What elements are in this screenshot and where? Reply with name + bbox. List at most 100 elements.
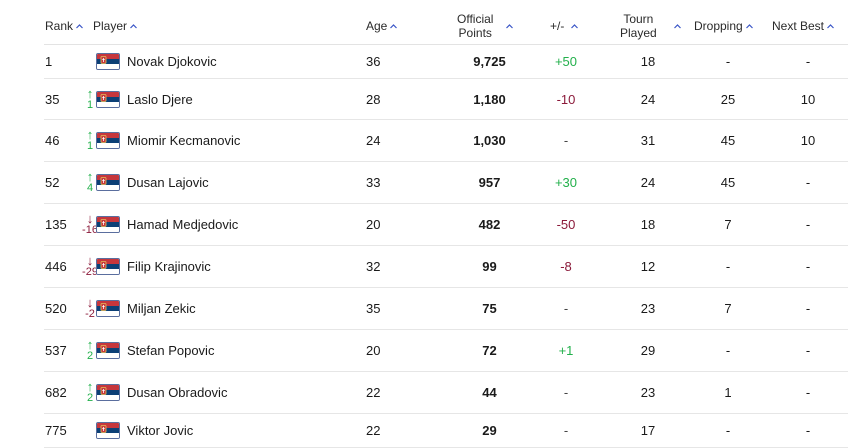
official-points-value: 72 bbox=[482, 343, 497, 358]
next-best-value: - bbox=[805, 343, 811, 358]
arrow-down-icon: ↓ bbox=[86, 253, 94, 268]
table-row[interactable]: 520 ↓ -2 Miljan Zekic 35 75 - 23 7 - bbox=[44, 288, 848, 330]
sort-rank-header[interactable]: Rank bbox=[45, 19, 83, 33]
plus-minus-value: - bbox=[563, 133, 569, 148]
rank-value: 52 bbox=[45, 175, 60, 190]
player-name-link[interactable]: Miomir Kecmanovic bbox=[127, 133, 241, 148]
player-name-link[interactable]: Viktor Jovic bbox=[127, 423, 194, 438]
rank-movement: ↓ -2 bbox=[80, 288, 100, 329]
next-best-value: - bbox=[805, 175, 811, 190]
age-value: 20 bbox=[366, 343, 381, 358]
chevron-up-icon bbox=[673, 23, 681, 30]
tournaments-played-value: 31 bbox=[640, 133, 656, 148]
official-points-value: 1,180 bbox=[473, 91, 506, 107]
player-name-link[interactable]: Hamad Medjedovic bbox=[127, 217, 239, 232]
official-points-value: 75 bbox=[482, 301, 497, 316]
next-best-value: 10 bbox=[800, 133, 816, 148]
chevron-up-icon bbox=[827, 23, 834, 30]
rank-movement: ↑ 1 bbox=[80, 120, 100, 161]
player-name-link[interactable]: Filip Krajinovic bbox=[127, 259, 211, 274]
serbia-flag-icon bbox=[96, 300, 120, 317]
arrow-down-icon: ↓ bbox=[86, 211, 94, 226]
player-name-link[interactable]: Miljan Zekic bbox=[127, 301, 196, 316]
official-points-value: 44 bbox=[482, 385, 497, 400]
tournaments-played-value: 29 bbox=[640, 343, 656, 358]
official-points-value: 9,725 bbox=[473, 54, 506, 69]
table-row[interactable]: 52 ↑ 4 Dusan Lajovic 33 957 +30 24 45 - bbox=[44, 162, 848, 204]
tournaments-played-value: 12 bbox=[640, 259, 656, 274]
table-row[interactable]: 537 ↑ 2 Stefan Popovic 20 72 +1 29 - - bbox=[44, 330, 848, 372]
player-header-label: Player bbox=[93, 19, 128, 33]
player-name-link[interactable]: Laslo Djere bbox=[127, 91, 193, 107]
rank-movement-value: 2 bbox=[86, 392, 94, 404]
sort-dropping-header[interactable]: Dropping bbox=[694, 19, 753, 33]
serbia-flag-icon bbox=[96, 132, 120, 149]
points-header-line1: Official bbox=[457, 12, 494, 26]
official-points-value: 1,030 bbox=[473, 133, 506, 148]
next-best-value: - bbox=[805, 217, 811, 232]
rank-value: 46 bbox=[45, 133, 60, 148]
rank-movement: ↓ -29 bbox=[80, 246, 100, 287]
player-name-link[interactable]: Stefan Popovic bbox=[127, 343, 215, 358]
dropping-value: 25 bbox=[720, 91, 736, 107]
rank-movement: ↑ 4 bbox=[80, 162, 100, 203]
tournaments-played-value: 23 bbox=[640, 301, 656, 316]
rank-value: 537 bbox=[45, 343, 67, 358]
age-value: 33 bbox=[366, 175, 381, 190]
rank-value: 1 bbox=[45, 54, 53, 69]
plus-minus-value: - bbox=[563, 385, 569, 400]
age-value: 32 bbox=[366, 259, 381, 274]
arrow-up-icon: ↑ bbox=[86, 379, 94, 394]
tourn-header-line2: Played bbox=[620, 26, 657, 40]
dropping-value: - bbox=[725, 343, 731, 358]
sort-tourn-header[interactable]: Tourn Played bbox=[620, 12, 681, 40]
tourn-header-line1: Tourn bbox=[623, 12, 654, 26]
sort-age-header[interactable]: Age bbox=[366, 19, 398, 33]
table-row[interactable]: 775 Viktor Jovic 22 29 - 17 - - bbox=[44, 414, 848, 448]
age-value: 35 bbox=[366, 301, 381, 316]
age-value: 20 bbox=[366, 217, 381, 232]
serbia-flag-icon bbox=[96, 90, 120, 108]
rank-movement: ↑ 2 bbox=[80, 372, 100, 413]
dropping-value: 7 bbox=[724, 301, 732, 316]
sort-next-best-header[interactable]: Next Best bbox=[772, 19, 834, 33]
tournaments-played-value: 18 bbox=[640, 54, 656, 69]
sort-points-header[interactable]: Official Points bbox=[457, 12, 514, 40]
player-name-link[interactable]: Dusan Obradovic bbox=[127, 385, 228, 400]
rank-value: 520 bbox=[45, 301, 67, 316]
player-name-link[interactable]: Novak Djokovic bbox=[127, 54, 217, 69]
chevron-up-icon bbox=[571, 23, 579, 30]
table-row[interactable]: 46 ↑ 1 Miomir Kecmanovic 24 1,030 - 31 4… bbox=[44, 120, 848, 162]
rank-movement-value: -29 bbox=[82, 266, 98, 278]
next-best-value: - bbox=[805, 259, 811, 274]
tournaments-played-value: 17 bbox=[640, 423, 656, 438]
next-best-header-label: Next Best bbox=[772, 19, 825, 33]
serbia-flag-icon bbox=[96, 174, 120, 191]
rank-movement-value: 1 bbox=[86, 140, 94, 152]
serbia-flag-icon bbox=[96, 258, 120, 275]
table-row[interactable]: 446 ↓ -29 Filip Krajinovic 32 99 -8 12 -… bbox=[44, 246, 848, 288]
rank-value: 35 bbox=[45, 91, 60, 107]
table-row[interactable]: 135 ↓ -16 Hamad Medjedovic 20 482 -50 18… bbox=[44, 204, 848, 246]
table-body: 1 Novak Djokovic 36 9,725 +50 18 - - 35 bbox=[44, 45, 848, 448]
next-best-value: 10 bbox=[800, 91, 816, 107]
serbia-flag-icon bbox=[96, 384, 120, 401]
next-best-value: - bbox=[805, 385, 811, 400]
arrow-up-icon: ↑ bbox=[86, 169, 94, 184]
dropping-value: 45 bbox=[720, 175, 736, 190]
arrow-down-icon: ↓ bbox=[86, 295, 94, 310]
chevron-up-icon bbox=[506, 23, 514, 30]
age-value: 22 bbox=[366, 385, 381, 400]
rank-movement-value: 2 bbox=[86, 350, 94, 362]
table-row[interactable]: 35 ↑ 1 Laslo Djere 28 1,180 -10 24 25 10 bbox=[44, 79, 848, 120]
player-name-link[interactable]: Dusan Lajovic bbox=[127, 175, 209, 190]
table-row[interactable]: 682 ↑ 2 Dusan Obradovic 22 44 - 23 1 - bbox=[44, 372, 848, 414]
rank-movement-value: 1 bbox=[86, 98, 94, 111]
next-best-value: - bbox=[805, 301, 811, 316]
rank-value: 446 bbox=[45, 259, 67, 274]
table-row[interactable]: 1 Novak Djokovic 36 9,725 +50 18 - - bbox=[44, 45, 848, 79]
sort-plus-minus-header[interactable]: +/- bbox=[550, 19, 579, 33]
plus-minus-value: -50 bbox=[556, 217, 576, 232]
plus-minus-header-label: +/- bbox=[550, 19, 565, 33]
sort-player-header[interactable]: Player bbox=[93, 19, 137, 33]
